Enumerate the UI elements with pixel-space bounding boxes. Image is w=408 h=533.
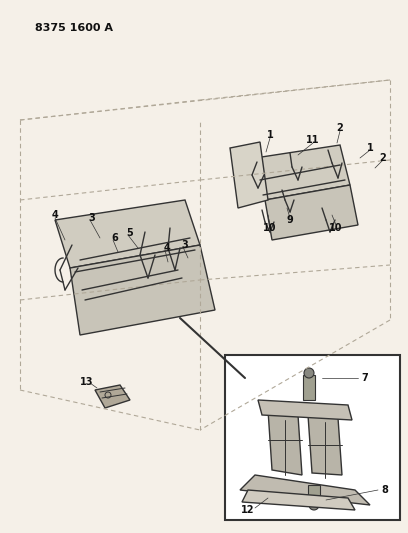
Polygon shape <box>55 200 200 268</box>
Text: 12: 12 <box>241 505 255 515</box>
Circle shape <box>304 368 314 378</box>
Text: 10: 10 <box>329 223 343 233</box>
Circle shape <box>309 500 319 510</box>
Polygon shape <box>95 385 130 408</box>
Text: 2: 2 <box>337 123 344 133</box>
Polygon shape <box>70 245 215 335</box>
Polygon shape <box>258 400 352 420</box>
Text: 11: 11 <box>306 135 320 145</box>
Text: 1: 1 <box>266 130 273 140</box>
Text: 4: 4 <box>164 243 171 253</box>
Polygon shape <box>255 145 350 200</box>
Text: 8375 1600 A: 8375 1600 A <box>35 23 113 33</box>
Text: 3: 3 <box>89 213 95 223</box>
Text: 5: 5 <box>126 228 133 238</box>
FancyBboxPatch shape <box>225 355 400 520</box>
Polygon shape <box>308 415 342 475</box>
Text: 4: 4 <box>52 210 58 220</box>
Text: 7: 7 <box>361 373 368 383</box>
Text: 9: 9 <box>287 215 293 225</box>
Text: 6: 6 <box>112 233 118 243</box>
Text: 10: 10 <box>263 223 277 233</box>
Text: 1: 1 <box>367 143 373 153</box>
Polygon shape <box>240 475 370 505</box>
Polygon shape <box>268 410 302 475</box>
Text: 2: 2 <box>379 153 386 163</box>
Polygon shape <box>242 490 355 510</box>
Text: 8: 8 <box>381 485 388 495</box>
Bar <box>303 375 315 400</box>
Text: 3: 3 <box>182 240 188 250</box>
Polygon shape <box>230 142 268 208</box>
Bar <box>308 485 320 505</box>
Polygon shape <box>265 185 358 240</box>
Text: 13: 13 <box>80 377 94 387</box>
